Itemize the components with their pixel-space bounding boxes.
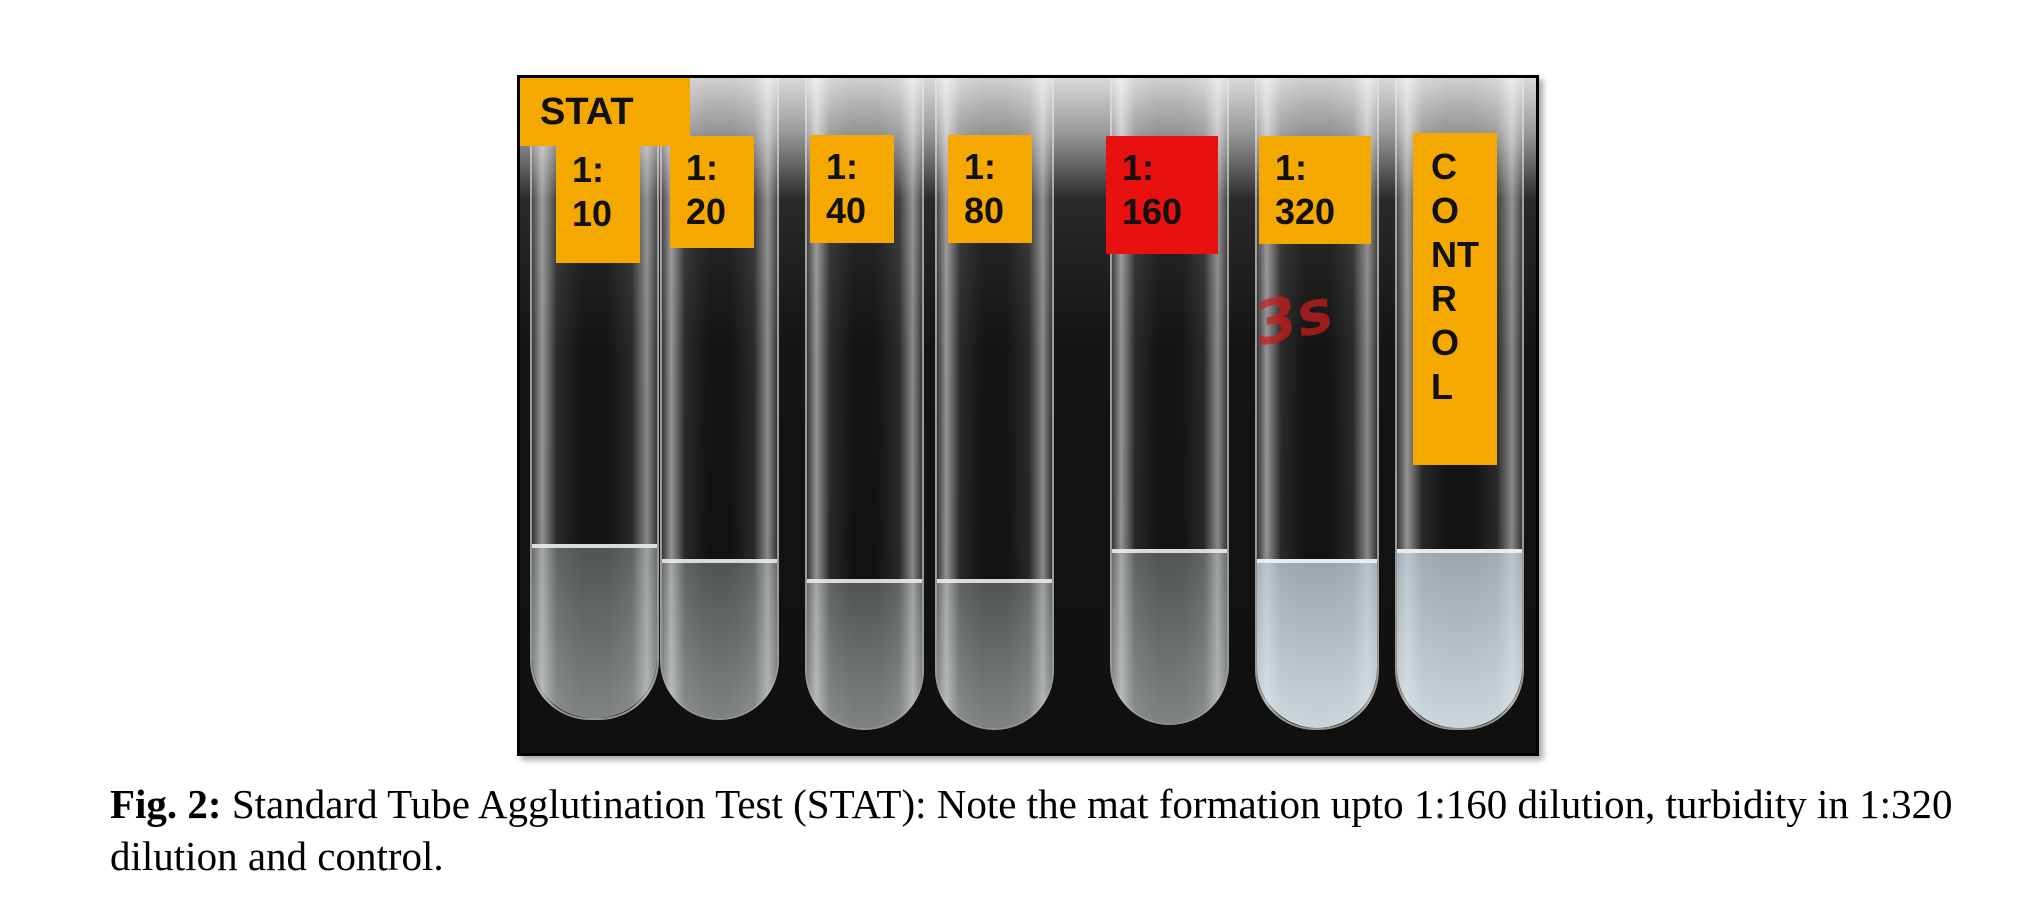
tube-liquid <box>1112 549 1227 723</box>
tube-liquid <box>1257 559 1377 728</box>
tube-liquid <box>532 544 657 718</box>
figure-image: 3s STAT 1: 10 1: 20 1: 40 1: 80 1: 160 1… <box>517 75 1539 756</box>
dilution-label-1-40: 1: 40 <box>810 135 894 243</box>
dilution-value: 40 <box>826 190 867 231</box>
caption-prefix: Fig. 2: <box>110 781 222 827</box>
dilution-value: 320 <box>1275 191 1336 232</box>
dilution-label-1-80: 1: 80 <box>948 135 1032 243</box>
control-label: C O NT R O L <box>1413 133 1497 465</box>
dilution-ratio-prefix: 1: <box>572 149 605 190</box>
tube-liquid <box>1397 549 1522 728</box>
control-letter: O <box>1431 322 1460 363</box>
tube-liquid <box>807 579 922 728</box>
tube-liquid <box>937 579 1052 728</box>
dilution-value: 10 <box>572 193 613 234</box>
dilution-ratio-prefix: 1: <box>686 147 719 188</box>
caption-text: Standard Tube Agglutination Test (STAT):… <box>110 781 1953 879</box>
figure-caption: Fig. 2: Standard Tube Agglutination Test… <box>110 778 1970 882</box>
control-letter: NT <box>1431 234 1479 275</box>
control-letter: L <box>1431 366 1453 407</box>
control-letter: C <box>1431 146 1457 187</box>
dilution-ratio-prefix: 1: <box>1122 147 1155 188</box>
dilution-value: 20 <box>686 191 727 232</box>
dilution-value: 80 <box>964 190 1005 231</box>
control-letter: R <box>1431 278 1457 319</box>
dilution-ratio-prefix: 1: <box>1275 147 1308 188</box>
dilution-label-1-320: 1: 320 <box>1259 136 1371 244</box>
stat-label: STAT <box>520 78 690 146</box>
dilution-label-1-10: 1: 10 <box>556 138 640 263</box>
dilution-label-1-160: 1: 160 <box>1106 136 1218 254</box>
test-tube-2 <box>660 78 779 720</box>
dilution-label-1-20: 1: 20 <box>670 136 754 248</box>
dilution-ratio-prefix: 1: <box>964 146 997 187</box>
dilution-ratio-prefix: 1: <box>826 146 859 187</box>
tube-liquid <box>662 559 777 718</box>
dilution-value: 160 <box>1122 191 1183 232</box>
control-letter: O <box>1431 190 1460 231</box>
